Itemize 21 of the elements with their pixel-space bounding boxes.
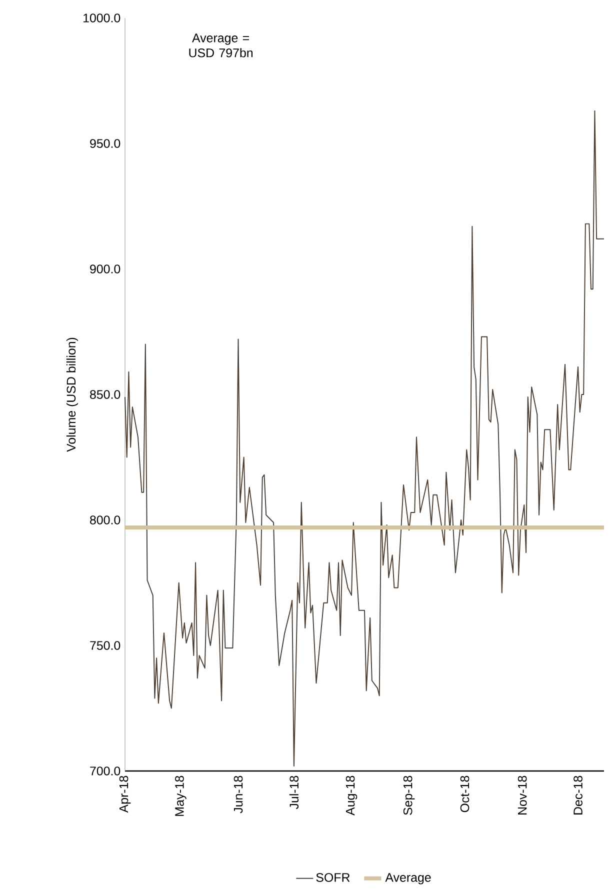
x-tick-label: Apr-18: [119, 776, 131, 813]
x-tick-label: Jul-18: [289, 776, 299, 810]
line-series: [124, 110, 605, 766]
x-tick-label: Dec-18: [574, 776, 582, 814]
y-tick-label: 750.0: [90, 641, 120, 650]
legend-label: SOFR: [316, 873, 350, 882]
y-axis-title: Volume (USD billion): [66, 338, 78, 452]
x-tick-label: Oct-18: [460, 776, 470, 812]
x-tick-label: Sep-18: [403, 776, 415, 815]
y-tick-label: 900.0: [90, 264, 120, 274]
y-tick-label: 850.0: [90, 390, 120, 399]
x-tick-label: Nov-18: [518, 776, 527, 814]
y-tick-label: 700.0: [90, 766, 120, 776]
x-tick-label: Aug-18: [346, 776, 358, 816]
x-tick-label: Jun-18: [234, 776, 243, 814]
y-tick-label: 1000.0: [84, 14, 120, 22]
y-tick-label: 950.0: [90, 139, 120, 148]
annotation: Average = USD 797bn: [189, 34, 253, 58]
x-tick-label: May-18: [175, 776, 186, 816]
legend-label: Average: [385, 873, 431, 884]
y-tick-label: 800.0: [90, 516, 120, 524]
